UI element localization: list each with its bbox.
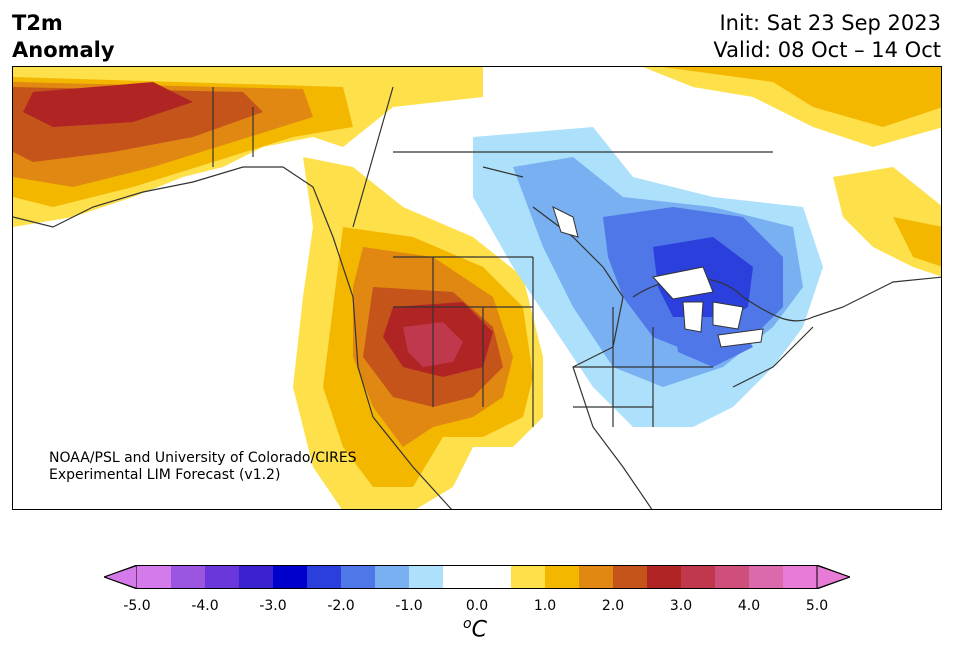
colorbar-tick-label: 4.0 [737,598,761,614]
colorbar-swatch [511,565,546,589]
colorbar-tick-label: 1.0 [533,598,557,614]
title-left: T2m Anomaly [12,10,115,64]
colorbar-swatch [443,565,478,589]
colorbar-swatch [783,565,818,589]
colorbar-swatch [307,565,342,589]
colorbar-tick-label: -5.0 [123,598,151,614]
colorbar-swatch [171,565,206,589]
great-lakes [552,206,764,348]
colorbar-swatch [579,565,614,589]
credit-line-2: Experimental LIM Forecast (v1.2) [49,467,281,483]
credit-line-1: NOAA/PSL and University of Colorado/CIRE… [49,450,357,466]
colorbar-frame [104,565,850,589]
unit-degree: o [463,616,472,632]
colorbar-swatch [375,565,410,589]
valid-range: Valid: 08 Oct – 14 Oct [713,38,941,62]
colorbar-tick-label: 5.0 [805,598,829,614]
cool-anomaly-east [473,127,823,427]
anomaly-subtitle: Anomaly [12,38,115,62]
colorbar-swatch [613,565,648,589]
credit-text: NOAA/PSL and University of Colorado/CIRE… [49,450,357,484]
warm-anomaly-alaska [13,67,483,227]
colorbar-swatch [205,565,240,589]
colorbar-tick-label: -4.0 [191,598,219,614]
colorbar-tick-label: -1.0 [395,598,423,614]
colorbar-tick-label: -2.0 [327,598,355,614]
colorbar-swatch [749,565,784,589]
warm-anomaly-arctic [643,67,941,277]
colorbar-extend-low [104,565,138,589]
colorbar-swatch [545,565,580,589]
unit-celsius: C [471,617,487,643]
colorbar-swatch [715,565,750,589]
anomaly-map [12,66,942,510]
colorbar-tick-label: 3.0 [669,598,693,614]
boundary-lines [13,86,941,509]
colorbar-tick-label: -3.0 [259,598,287,614]
title-right: Init: Sat 23 Sep 2023 Valid: 08 Oct – 14… [713,10,941,64]
colorbar-extend-high [816,565,850,589]
colorbar-tick-label: 2.0 [601,598,625,614]
variable-title: T2m [12,11,63,35]
colorbar-swatch [409,565,444,589]
colorbar-tick-label: 0.0 [465,598,489,614]
colorbar-swatch [239,565,274,589]
colorbar [104,565,850,589]
colorbar-swatch [137,565,172,589]
unit-label: oC [463,616,487,642]
init-date: Init: Sat 23 Sep 2023 [719,11,941,35]
colorbar-swatch [647,565,682,589]
colorbar-swatch [341,565,376,589]
colorbar-swatch [681,565,716,589]
colorbar-swatch [273,565,308,589]
colorbar-swatch [477,565,512,589]
